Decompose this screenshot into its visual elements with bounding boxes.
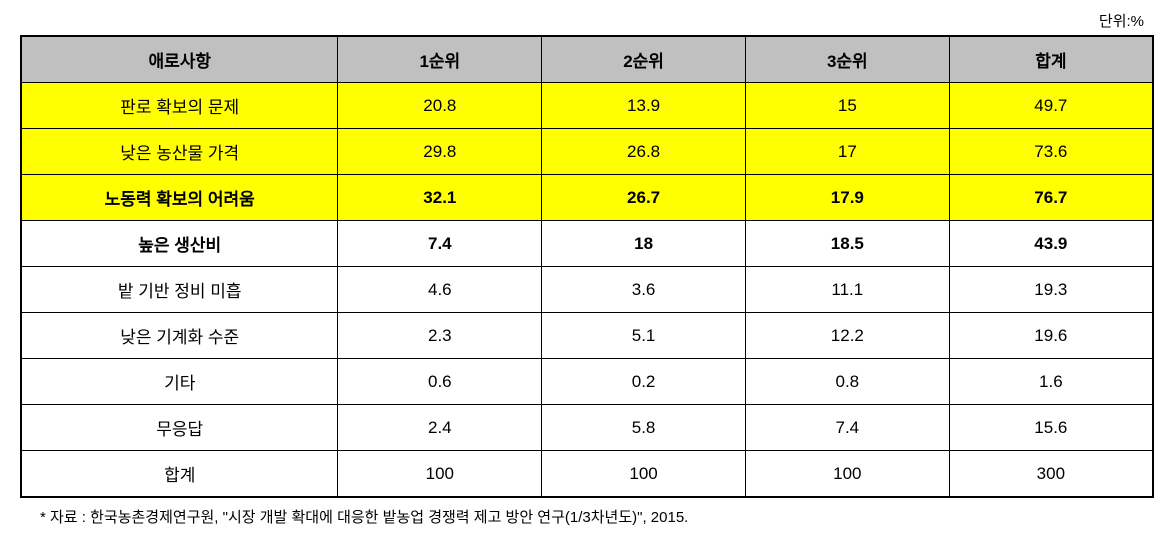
cell-rank2: 5.1 <box>542 313 746 359</box>
cell-rank1: 100 <box>338 451 542 498</box>
cell-rank2: 26.7 <box>542 175 746 221</box>
difficulties-table: 애로사항 1순위 2순위 3순위 합계 판로 확보의 문제20.813.9154… <box>20 35 1154 498</box>
table-header-row: 애로사항 1순위 2순위 3순위 합계 <box>21 36 1153 83</box>
col-header-label: 애로사항 <box>21 36 338 83</box>
cell-rank2: 13.9 <box>542 83 746 129</box>
cell-total: 15.6 <box>949 405 1153 451</box>
cell-rank1: 0.6 <box>338 359 542 405</box>
cell-rank3: 100 <box>745 451 949 498</box>
cell-total: 43.9 <box>949 221 1153 267</box>
col-header-1: 1순위 <box>338 36 542 83</box>
row-label: 기타 <box>21 359 338 405</box>
cell-rank3: 15 <box>745 83 949 129</box>
cell-total: 300 <box>949 451 1153 498</box>
cell-rank1: 7.4 <box>338 221 542 267</box>
row-label: 높은 생산비 <box>21 221 338 267</box>
table-body: 판로 확보의 문제20.813.91549.7낮은 농산물 가격29.826.8… <box>21 83 1153 498</box>
cell-rank1: 29.8 <box>338 129 542 175</box>
cell-rank3: 18.5 <box>745 221 949 267</box>
row-label: 낮은 농산물 가격 <box>21 129 338 175</box>
cell-rank1: 4.6 <box>338 267 542 313</box>
cell-total: 76.7 <box>949 175 1153 221</box>
source-footnote: * 자료 : 한국농촌경제연구원, "시장 개발 확대에 대응한 밭농업 경쟁력… <box>20 506 1154 527</box>
cell-rank1: 2.4 <box>338 405 542 451</box>
table-row: 판로 확보의 문제20.813.91549.7 <box>21 83 1153 129</box>
cell-rank2: 26.8 <box>542 129 746 175</box>
cell-rank2: 5.8 <box>542 405 746 451</box>
cell-rank3: 7.4 <box>745 405 949 451</box>
col-header-total: 합계 <box>949 36 1153 83</box>
cell-rank1: 2.3 <box>338 313 542 359</box>
table-row: 노동력 확보의 어려움32.126.717.976.7 <box>21 175 1153 221</box>
row-label: 밭 기반 정비 미흡 <box>21 267 338 313</box>
cell-rank3: 0.8 <box>745 359 949 405</box>
col-header-2: 2순위 <box>542 36 746 83</box>
col-header-3: 3순위 <box>745 36 949 83</box>
cell-rank2: 3.6 <box>542 267 746 313</box>
unit-label: 단위:% <box>20 10 1154 31</box>
cell-rank1: 32.1 <box>338 175 542 221</box>
row-label: 노동력 확보의 어려움 <box>21 175 338 221</box>
table-row: 밭 기반 정비 미흡4.63.611.119.3 <box>21 267 1153 313</box>
cell-rank2: 18 <box>542 221 746 267</box>
cell-total: 73.6 <box>949 129 1153 175</box>
row-label: 합계 <box>21 451 338 498</box>
table-row: 낮은 기계화 수준2.35.112.219.6 <box>21 313 1153 359</box>
table-row: 낮은 농산물 가격29.826.81773.6 <box>21 129 1153 175</box>
cell-rank1: 20.8 <box>338 83 542 129</box>
row-label: 무응답 <box>21 405 338 451</box>
row-label: 낮은 기계화 수준 <box>21 313 338 359</box>
table-row: 합계100100100300 <box>21 451 1153 498</box>
table-row: 높은 생산비7.41818.543.9 <box>21 221 1153 267</box>
cell-total: 49.7 <box>949 83 1153 129</box>
table-row: 무응답2.45.87.415.6 <box>21 405 1153 451</box>
cell-rank3: 17.9 <box>745 175 949 221</box>
cell-total: 19.6 <box>949 313 1153 359</box>
cell-rank2: 0.2 <box>542 359 746 405</box>
cell-rank3: 17 <box>745 129 949 175</box>
cell-total: 1.6 <box>949 359 1153 405</box>
cell-total: 19.3 <box>949 267 1153 313</box>
cell-rank2: 100 <box>542 451 746 498</box>
row-label: 판로 확보의 문제 <box>21 83 338 129</box>
cell-rank3: 12.2 <box>745 313 949 359</box>
cell-rank3: 11.1 <box>745 267 949 313</box>
table-row: 기타0.60.20.81.6 <box>21 359 1153 405</box>
